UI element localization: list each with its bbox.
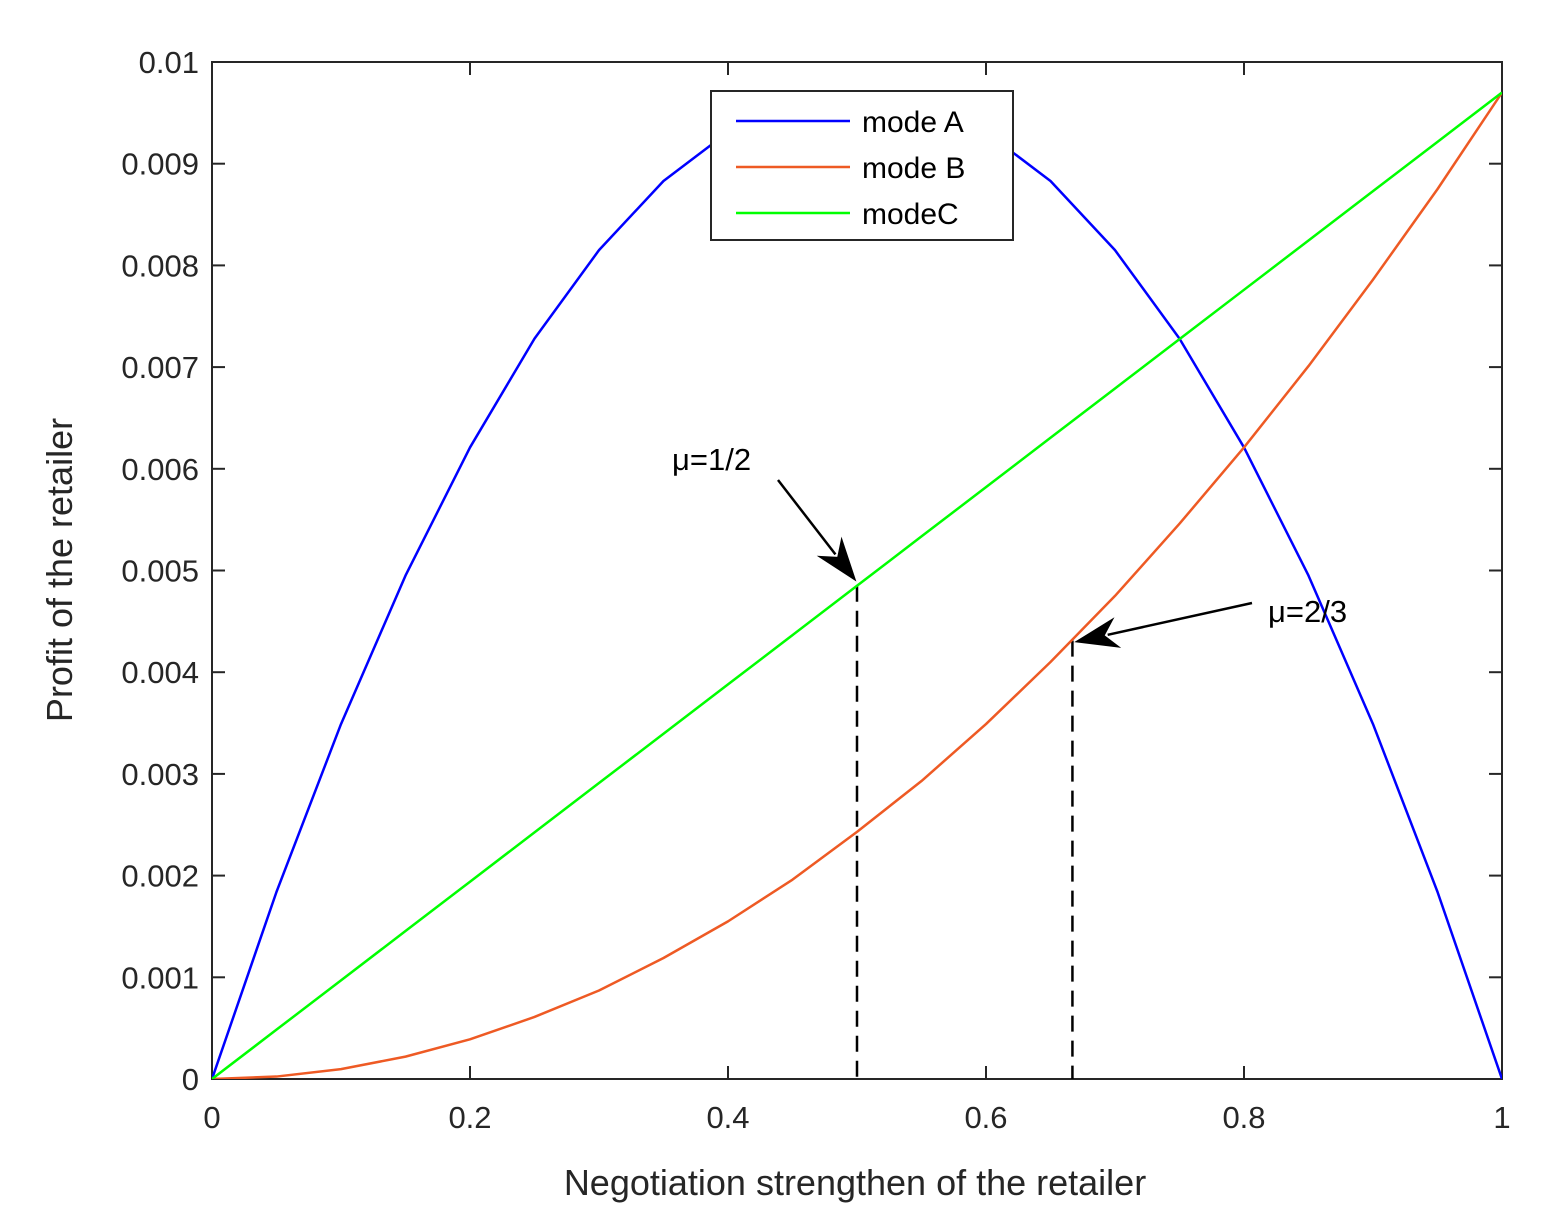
drop-lines xyxy=(855,585,1074,1079)
x-tick-label: 0.4 xyxy=(706,1100,749,1135)
y-tick-label: 0.003 xyxy=(121,757,199,792)
y-tick-label: 0.004 xyxy=(121,655,199,690)
y-tick-label: 0 xyxy=(182,1062,199,1097)
y-tick-label: 0.007 xyxy=(121,350,199,385)
series-line-mode-c xyxy=(212,91,1502,1079)
x-tick-label: 0.6 xyxy=(964,1100,1007,1135)
legend-label-mode-a: mode A xyxy=(862,106,964,139)
x-tick-label: 0.8 xyxy=(1222,1100,1265,1135)
y-tick-label: 0.008 xyxy=(121,248,199,283)
x-tick-label: 0 xyxy=(203,1100,220,1135)
y-axis-label: Profit of the retailer xyxy=(39,418,80,722)
x-tick-label: 1 xyxy=(1493,1100,1510,1135)
x-axis-label: Negotiation strengthen of the retailer xyxy=(564,1162,1146,1203)
y-tick-label: 0.005 xyxy=(121,554,199,589)
y-tick-label: 0.009 xyxy=(121,147,199,182)
legend-label-mode-c: modeC xyxy=(862,198,959,231)
legend-label-mode-b: mode B xyxy=(862,152,965,185)
arrow-mu-half xyxy=(777,479,857,582)
x-tick-labels: 0 0.2 0.4 0.6 0.8 1 xyxy=(203,1100,1510,1135)
x-tick-label: 0.2 xyxy=(448,1100,491,1135)
legend: mode A mode B modeC xyxy=(710,90,1014,241)
arrow-mu-two-thirds xyxy=(1074,601,1253,648)
annotation-arrows xyxy=(777,479,1253,648)
y-tick-labels: 0 0.001 0.002 0.003 0.004 0.005 0.006 0.007 0.00… xyxy=(121,45,199,1097)
legend-box xyxy=(710,90,1014,241)
annotation-label-mu-two-thirds: μ=2/3 xyxy=(1268,594,1347,629)
y-tick-label: 0.001 xyxy=(121,960,199,995)
y-tick-label: 0.002 xyxy=(121,859,199,894)
y-tick-label: 0.01 xyxy=(139,45,199,80)
annotation-label-mu-half: μ=1/2 xyxy=(672,442,751,477)
y-tick-label: 0.006 xyxy=(121,452,199,487)
series-line-mode-b xyxy=(212,91,1502,1079)
